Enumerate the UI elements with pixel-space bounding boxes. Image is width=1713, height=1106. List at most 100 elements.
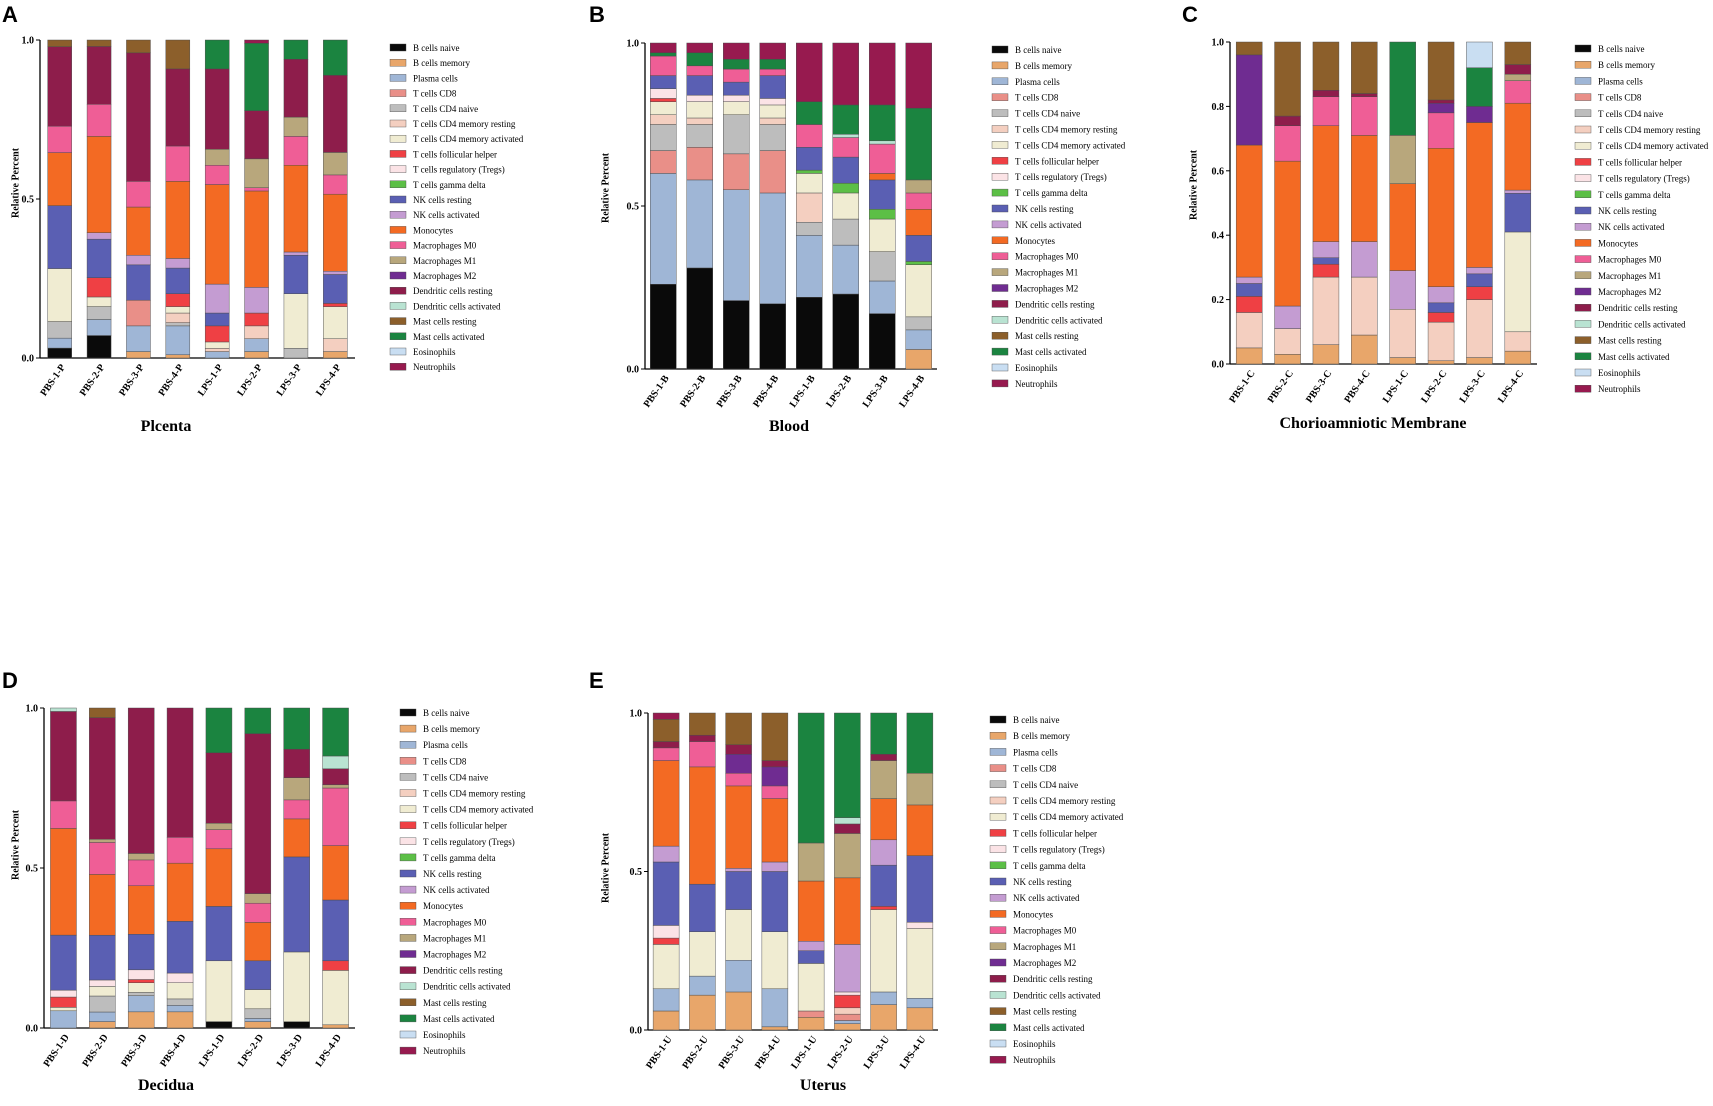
panel-a-legend-swatch — [389, 287, 407, 295]
panel-e-bar-segment — [725, 991, 752, 1031]
panel-b-bar-segment — [686, 65, 713, 76]
panel-d-bar-segment — [244, 1018, 272, 1022]
panel-b-bar-segment — [759, 68, 786, 76]
panel-e-bar-segment — [689, 741, 716, 768]
panel-d-legend-swatch — [399, 1046, 417, 1055]
panel-c-legend-swatch — [1574, 77, 1592, 85]
panel-c-category-label: PBS-3-C — [1304, 368, 1334, 405]
panel-c-bar-segment — [1235, 41, 1263, 56]
panel-a-bar-segment — [165, 181, 191, 259]
panel-a-legend-label: T cells CD4 naive — [413, 104, 478, 114]
panel-d-bar-segment — [205, 848, 233, 907]
panel-a-bar-segment — [204, 39, 230, 70]
panel-c-bar-segment — [1312, 125, 1340, 242]
panel-a-bar-segment — [47, 268, 72, 322]
panel-c-bar-segment — [1466, 286, 1493, 300]
panel-a-legend-label: Dendritic cells activated — [413, 301, 501, 311]
panel-b-bar-segment — [796, 101, 823, 125]
panel-b-category-label: LPS-1-B — [788, 373, 818, 410]
panel-e-bar-segment — [797, 712, 825, 844]
panel-e-bar-segment — [725, 753, 752, 774]
panel-a-legend-swatch — [389, 210, 407, 219]
panel-c-legend-label: T cells follicular helper — [1598, 157, 1682, 167]
panel-c-bar-segment — [1504, 80, 1532, 104]
panel-b-bar-segment — [650, 75, 677, 89]
panel-e-legend-label: T cells regulatory (Tregs) — [1013, 845, 1105, 855]
panel-a-legend-swatch — [389, 180, 407, 189]
panel-b-legend-label: Eosinophils — [1015, 363, 1058, 373]
panel-d-bar-segment — [283, 777, 310, 801]
panel-d-bar-segment — [50, 934, 77, 991]
panel-b-legend-label: Dendritic cells resting — [1015, 299, 1095, 309]
panel-b-bar-segment — [759, 59, 786, 70]
panel-b-bar-segment — [686, 101, 713, 119]
panel-a-bar-segment — [47, 39, 72, 47]
panel-c-bar-segment — [1427, 302, 1455, 313]
panel-c-legend-label: Monocytes — [1598, 238, 1638, 248]
panel-c-legend-label: NK cells resting — [1598, 206, 1657, 216]
panel-d-category-label: LPS-3-D — [275, 1032, 305, 1069]
panel-d-bar-segment — [166, 837, 194, 864]
panel-d-legend-label: Eosinophils — [423, 1030, 466, 1040]
panel-d-bar-segment — [166, 998, 194, 1006]
panel-b-legend-label: T cells CD4 memory resting — [1015, 125, 1118, 135]
panel-b-legend-swatch — [991, 141, 1009, 149]
panel-d-bar-segment — [244, 1021, 272, 1029]
panel-a-bar-segment — [323, 303, 348, 307]
panel-d-legend-label: T cells regulatory (Tregs) — [423, 837, 515, 847]
panel-b-legend-label: T cells follicular helper — [1015, 156, 1099, 166]
panel-a-legend-swatch — [389, 363, 407, 371]
panel-d-bar-segment — [89, 874, 116, 936]
panel-a-bar-segment — [126, 254, 151, 266]
panel-c-bar-segment — [1351, 93, 1378, 97]
panel-b-bar-segment — [796, 192, 823, 223]
panel-b-bar-segment — [869, 179, 896, 210]
panel-e-legend-label: Plasma cells — [1013, 747, 1058, 757]
panel-e-bar-segment — [652, 741, 680, 749]
panel-e-legend-label: T cells CD4 memory resting — [1013, 796, 1116, 806]
panel-a-bar-segment — [204, 283, 230, 314]
panel-c-legend-label: T cells CD4 memory activated — [1598, 141, 1709, 151]
panel-e-legend-swatch — [989, 732, 1007, 740]
panel-c-category-label: LPS-4-C — [1496, 368, 1526, 405]
panel-c-legend-swatch — [1574, 320, 1592, 328]
panel-e-legend-swatch — [989, 780, 1007, 788]
panel-d-bar-segment — [127, 707, 155, 854]
panel-d-legend-swatch — [399, 741, 417, 749]
panel-d-legend-swatch — [399, 724, 417, 733]
panel-a-legend-label: T cells CD4 memory resting — [413, 119, 516, 129]
panel-e-ylabel: Relative Percent — [600, 832, 611, 903]
panel-e-legend-swatch — [989, 991, 1007, 999]
panel-d-bar-segment — [283, 707, 310, 750]
panel-a-bar-segment — [204, 148, 230, 166]
panel-d-bar-segment — [166, 921, 194, 974]
panel-b-legend-label: Macrophages M2 — [1015, 284, 1078, 294]
panel-a-bar-segment — [323, 174, 348, 195]
panel-c-bar-segment — [1312, 41, 1340, 91]
panel-e-bar-segment — [761, 988, 789, 1028]
panel-b-legend-swatch — [991, 93, 1009, 101]
panel-b-legend-label: NK cells resting — [1015, 204, 1074, 214]
panel-b-bar-segment — [869, 143, 896, 174]
panel-b-bar-segment — [650, 101, 677, 115]
panel-c-legend-label: T cells CD4 naive — [1598, 109, 1663, 119]
panel-e-bar-segment — [906, 712, 934, 774]
panel-e-bar-segment — [797, 1010, 825, 1018]
panel-d-legend-swatch — [399, 1030, 417, 1039]
panel-c-ytick-label: 0.0 — [1212, 360, 1225, 371]
panel-d-bar-segment — [244, 707, 272, 734]
panel-d-bar-segment — [127, 979, 155, 983]
panel-e-legend-swatch — [989, 877, 1007, 886]
panel-d-bar-segment — [205, 906, 233, 962]
panel-b-legend-label: T cells CD4 memory activated — [1015, 140, 1126, 150]
panel-b-bar-segment — [869, 140, 896, 145]
panel-b-bar-segment — [650, 150, 677, 174]
panel-a-bar-segment — [165, 68, 191, 147]
panel-d-bar-segment — [205, 960, 233, 1022]
panel-b-legend-swatch — [991, 252, 1009, 260]
panel-c-bar-segment — [1274, 41, 1301, 117]
panel-d-legend-label: B cells memory — [423, 724, 480, 734]
panel-b-bar-segment — [759, 117, 786, 125]
panel-e-legend-swatch — [989, 715, 1007, 724]
